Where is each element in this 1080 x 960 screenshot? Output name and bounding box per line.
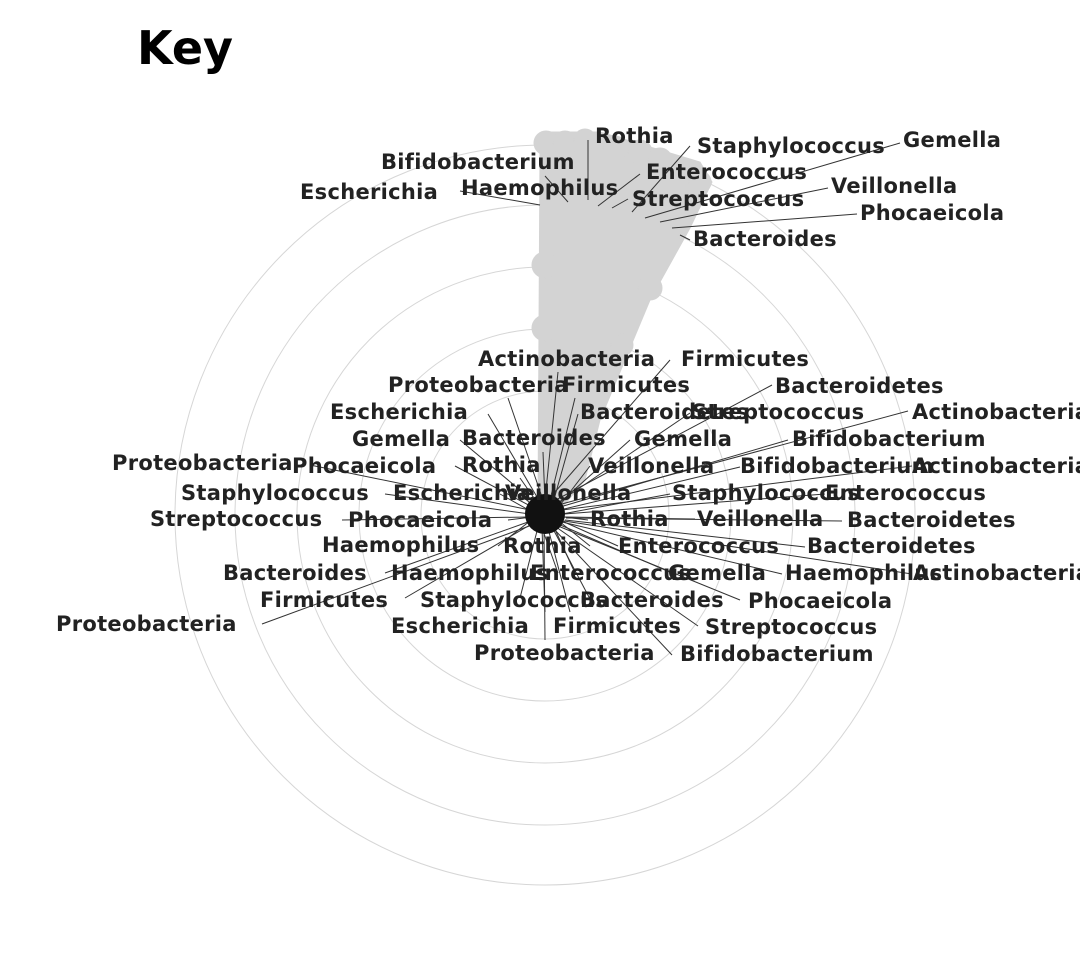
taxon-label: Bacteroides [223,561,367,585]
taxon-label: Enterococcus [825,481,986,505]
taxon-label: Gemella [903,128,1001,152]
labels: Rothia Staphylococcus Gemella Bifidobact… [56,124,1080,666]
taxon-label: Staphylococcus [181,481,369,505]
taxon-label: Veillonella [697,507,823,531]
taxon-label: Streptococcus [692,400,864,424]
taxon-label: Bacteroides [693,227,837,251]
taxon-label: Streptococcus [705,615,877,639]
taxon-label: Phocaeicola [348,508,492,532]
node [688,170,712,194]
taxon-label: Staphylococcus [420,588,608,612]
taxon-label: Firmicutes [562,373,690,397]
taxon-label: Bacteroidetes [807,534,976,558]
taxon-label: Veillonella [588,454,714,478]
taxon-label: Phocaeicola [292,454,436,478]
taxon-label: Rothia [503,534,582,558]
taxon-label: Veillonella [505,481,631,505]
taxon-label: Escherichia [391,614,529,638]
taxon-label: Staphylococcus [672,481,860,505]
taxon-label: Escherichia [393,481,531,505]
taxon-label: Escherichia [330,400,468,424]
center-hub [525,494,565,534]
taxon-label: Escherichia [300,180,438,204]
taxon-label: Haemophilus [322,533,479,557]
taxon-label: Bifidobacterium [740,454,934,478]
taxon-label: Streptococcus [150,507,322,531]
taxon-label: Rothia [590,507,669,531]
node [610,333,634,357]
key-title: Key [137,21,233,75]
node [539,379,561,401]
node [573,128,597,152]
node [647,147,673,173]
taxon-label: Firmicutes [681,347,809,371]
taxon-label: Bacteroidetes [847,508,1016,532]
taxon-label: Bifidobacterium [792,427,986,451]
taxon-label: Bacteroides [462,426,606,450]
node [531,251,559,279]
taxon-label: Actinobacteria [478,347,655,371]
taxon-label: Rothia [595,124,674,148]
taxon-label: Actinobacteria [912,400,1080,424]
taxon-label: Actinobacteria [913,561,1080,585]
taxon-label: Phocaeicola [860,201,1004,225]
taxon-label: Streptococcus [632,187,804,211]
taxon-label: Veillonella [831,174,957,198]
node [602,135,628,161]
node [564,449,586,471]
node [531,314,559,342]
taxon-label: Staphylococcus [697,134,885,158]
taxon-label: Bifidobacterium [381,150,575,174]
taxon-label: Bifidobacterium [680,642,874,666]
node [637,275,663,301]
leader-lines [261,140,913,656]
taxon-label: Firmicutes [260,588,388,612]
taxon-label: Phocaeicola [748,589,892,613]
taxon-label: Enterococcus [530,561,691,585]
taxon-label: Haemophilus [785,561,942,585]
taxon-label: Bacteroidetes [775,374,944,398]
taxon-label: Proteobacteria [474,641,655,665]
taxon-label: Enterococcus [618,534,779,558]
taxon-label: Proteobacteria [112,451,293,475]
taxon-label: Bacteroides [580,588,724,612]
node-cluster [531,128,713,511]
taxon-label: Proteobacteria [388,373,569,397]
taxon-label: Enterococcus [646,160,807,184]
taxon-label: Proteobacteria [56,612,237,636]
taxon-label: Rothia [462,453,541,477]
taxon-label: Actinobacteria [912,454,1080,478]
taxon-label: Firmicutes [553,614,681,638]
taxon-label: Haemophilus [391,561,548,585]
taxon-label: Gemella [668,561,766,585]
taxon-label: Bacteroidetes [580,400,749,424]
taxon-label: Gemella [634,427,732,451]
taxon-label: Gemella [352,427,450,451]
taxon-label: Haemophilus [461,176,618,200]
